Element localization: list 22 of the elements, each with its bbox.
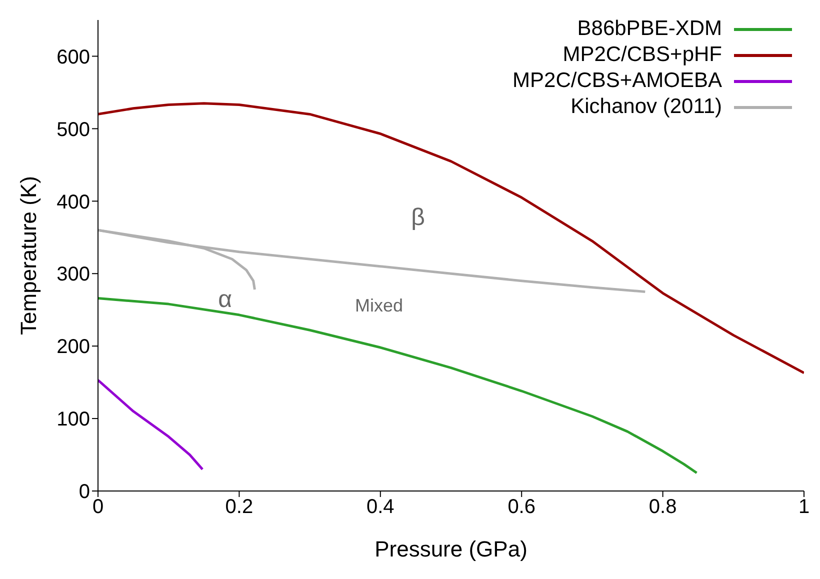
y-tick-label: 500 — [56, 118, 90, 141]
x-tick-label: 0.6 — [508, 496, 536, 518]
x-tick-label: 0 — [92, 496, 104, 518]
legend-label: B86bPBE-XDM — [577, 16, 722, 42]
annotation: β — [411, 204, 425, 232]
y-axis-title: Temperature (K) — [16, 176, 41, 335]
x-tick-label: 1 — [798, 496, 810, 518]
annotation: α — [218, 286, 232, 314]
x-tick-label: 0.2 — [225, 496, 254, 518]
y-tick-label: 200 — [56, 336, 90, 358]
legend-label: MP2C/CBS+AMOEBA — [512, 68, 722, 94]
y-tick-label: 600 — [56, 46, 90, 68]
x-axis-title: Pressure (GPa) — [374, 536, 528, 562]
y-tick-label: 0 — [78, 481, 90, 504]
x-tick-label: 0.4 — [366, 496, 394, 518]
legend-label: Kichanov (2011) — [570, 94, 722, 120]
y-tick-label: 400 — [56, 191, 90, 214]
legend-label: MP2C/CBS+pHF — [562, 42, 722, 68]
x-tick-label: 0.8 — [648, 496, 677, 518]
y-tick-label: 100 — [56, 408, 90, 431]
annotation: Mixed — [354, 296, 404, 316]
y-tick-label: 300 — [56, 264, 90, 286]
